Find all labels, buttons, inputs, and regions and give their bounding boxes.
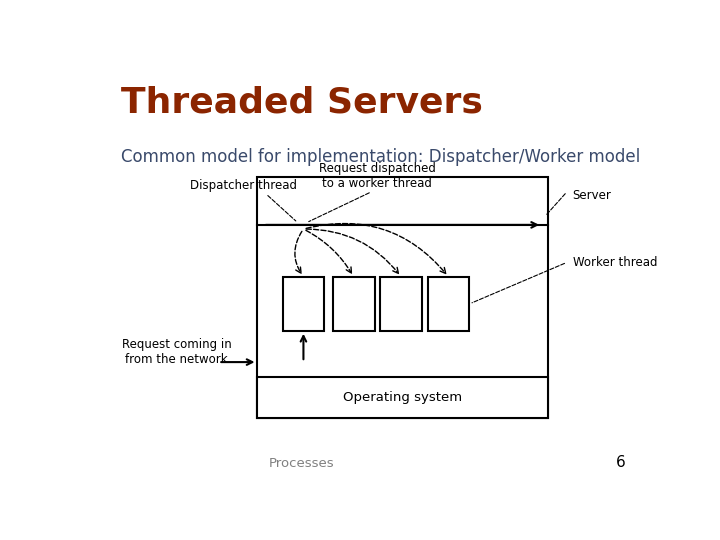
Text: Worker thread: Worker thread [572,256,657,269]
Text: 6: 6 [616,455,626,470]
Text: Request coming in
from the network: Request coming in from the network [122,338,231,366]
Text: Operating system: Operating system [343,391,462,404]
Bar [258,377,547,418]
Bar [258,177,547,418]
Text: Threaded Servers: Threaded Servers [121,85,482,119]
Bar [428,277,469,331]
Bar [282,277,324,331]
Bar [333,277,374,331]
Bar [380,277,422,331]
Text: Request dispatched
to a worker thread: Request dispatched to a worker thread [319,161,436,190]
Text: Dispatcher thread: Dispatcher thread [190,179,297,192]
Text: Processes: Processes [269,457,335,470]
Text: Common model for implementation: Dispatcher/Worker model: Common model for implementation: Dispatc… [121,148,640,166]
Text: Server: Server [572,190,611,202]
